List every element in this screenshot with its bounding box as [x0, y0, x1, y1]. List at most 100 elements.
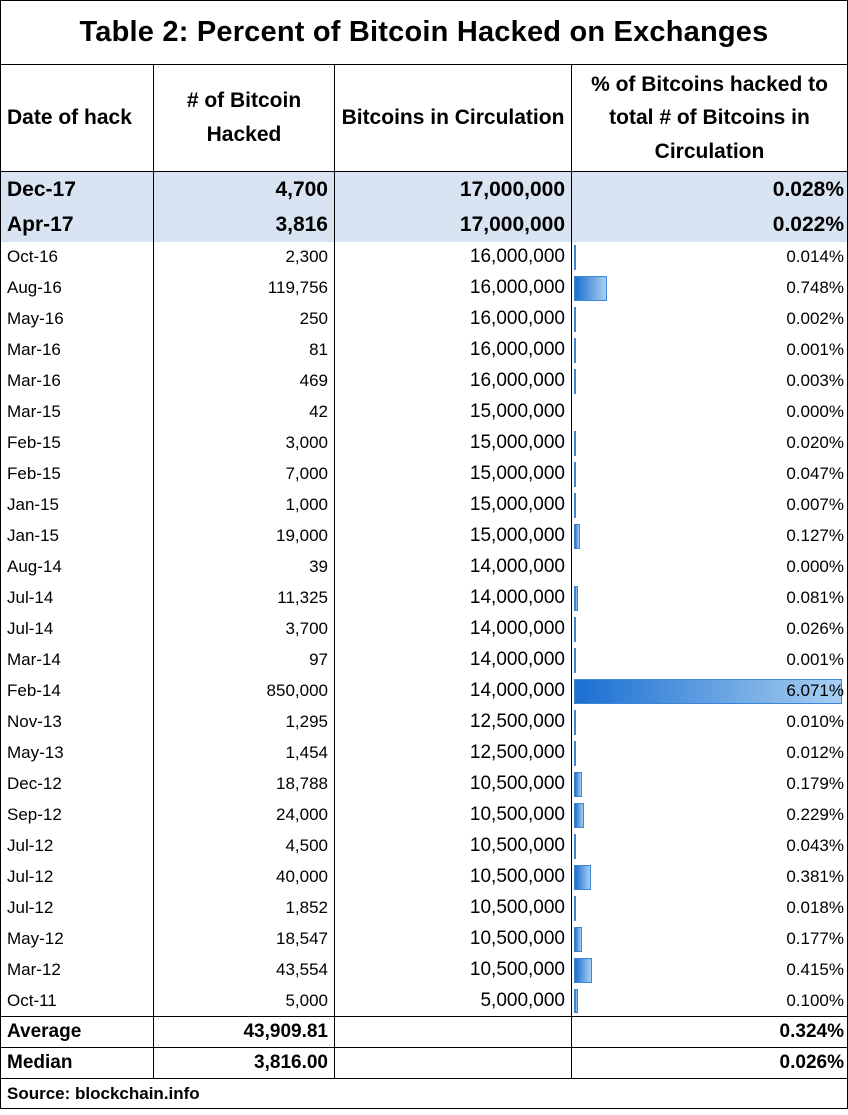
percent-value: 0.026% [786, 619, 844, 638]
cell-hacked: 1,454 [153, 737, 335, 769]
cell-date: Feb-14 [0, 675, 154, 707]
cell-date: May-12 [0, 923, 154, 955]
table-row: Aug-14 39 14,000,000 0.000% [0, 551, 848, 583]
cell-hacked: 11,325 [153, 582, 335, 614]
cell-circulation: 15,000,000 [334, 520, 572, 552]
data-bar [574, 492, 576, 518]
cell-percent: 0.415% [571, 954, 848, 986]
table-title: Table 2: Percent of Bitcoin Hacked on Ex… [0, 0, 848, 65]
percent-value: 0.047% [786, 464, 844, 483]
cell-hacked: 119,756 [153, 272, 335, 304]
cell-hacked: 1,000 [153, 489, 335, 521]
median-row: Median 3,816.00 0.026% [0, 1047, 848, 1079]
percent-value: 0.001% [786, 340, 844, 359]
header-hacked: # of Bitcoin Hacked [153, 64, 335, 172]
data-bar [574, 461, 576, 487]
cell-percent: 0.007% [571, 489, 848, 521]
cell-circulation: 10,500,000 [334, 861, 572, 893]
cell-hacked: 3,816 [153, 207, 335, 242]
data-bar [574, 430, 576, 456]
cell-date: Dec-12 [0, 768, 154, 800]
cell-hacked: 18,788 [153, 768, 335, 800]
cell-circulation: 15,000,000 [334, 396, 572, 428]
cell-percent: 6.071% [571, 675, 848, 707]
cell-circulation: 10,500,000 [334, 923, 572, 955]
table-row: Mar-16 469 16,000,000 0.003% [0, 365, 848, 397]
cell-date: Mar-14 [0, 644, 154, 676]
average-circulation [334, 1016, 572, 1048]
cell-hacked: 40,000 [153, 861, 335, 893]
cell-circulation: 16,000,000 [334, 365, 572, 397]
table-row: Dec-12 18,788 10,500,000 0.179% [0, 768, 848, 800]
cell-hacked: 81 [153, 334, 335, 366]
data-bar [574, 275, 607, 301]
cell-date: Feb-15 [0, 427, 154, 459]
table-row: Oct-16 2,300 16,000,000 0.014% [0, 241, 848, 273]
cell-hacked: 39 [153, 551, 335, 583]
data-bar [574, 926, 582, 952]
cell-circulation: 10,500,000 [334, 954, 572, 986]
cell-circulation: 10,500,000 [334, 768, 572, 800]
cell-percent: 0.022% [571, 207, 848, 242]
cell-percent: 0.000% [571, 396, 848, 428]
table-body: Dec-17 4,700 17,000,000 0.028% Apr-17 3,… [0, 171, 848, 242]
table-row: Mar-12 43,554 10,500,000 0.415% [0, 954, 848, 986]
cell-circulation: 14,000,000 [334, 644, 572, 676]
cell-circulation: 14,000,000 [334, 551, 572, 583]
cell-percent: 0.028% [571, 171, 848, 208]
percent-value: 0.020% [786, 433, 844, 452]
percent-value: 0.179% [786, 774, 844, 793]
cell-hacked: 7,000 [153, 458, 335, 490]
cell-date: Oct-11 [0, 985, 154, 1017]
cell-date: Nov-13 [0, 706, 154, 738]
cell-hacked: 469 [153, 365, 335, 397]
cell-date: Dec-17 [0, 171, 154, 208]
cell-hacked: 5,000 [153, 985, 335, 1017]
source-note: Source: blockchain.info [0, 1078, 848, 1109]
cell-percent: 0.010% [571, 706, 848, 738]
table-row: Feb-15 3,000 15,000,000 0.020% [0, 427, 848, 459]
cell-percent: 0.177% [571, 923, 848, 955]
percent-value: 0.007% [786, 495, 844, 514]
data-bar [574, 585, 578, 611]
cell-percent: 0.748% [571, 272, 848, 304]
cell-date: Mar-16 [0, 365, 154, 397]
table-row: Jul-12 1,852 10,500,000 0.018% [0, 892, 848, 924]
cell-circulation: 16,000,000 [334, 303, 572, 335]
average-hacked: 43,909.81 [153, 1016, 335, 1048]
cell-hacked: 2,300 [153, 241, 335, 273]
cell-circulation: 16,000,000 [334, 334, 572, 366]
highlight-row: Dec-17 4,700 17,000,000 0.028% [0, 171, 848, 208]
average-label: Average [0, 1016, 154, 1048]
average-percent: 0.324% [571, 1016, 848, 1048]
cell-hacked: 97 [153, 644, 335, 676]
data-bar [574, 337, 576, 363]
data-bar [574, 709, 576, 735]
table-row: Jul-12 4,500 10,500,000 0.043% [0, 830, 848, 862]
percent-value: 0.000% [786, 557, 844, 576]
cell-percent: 0.026% [571, 613, 848, 645]
cell-percent: 0.014% [571, 241, 848, 273]
header-percent: % of Bitcoins hacked to total # of Bitco… [571, 64, 848, 172]
percent-value: 0.001% [786, 650, 844, 669]
data-bar [574, 771, 582, 797]
cell-percent: 0.001% [571, 644, 848, 676]
data-bar [574, 988, 578, 1013]
table-row: Mar-14 97 14,000,000 0.001% [0, 644, 848, 676]
data-bar [574, 647, 576, 673]
cell-date: May-13 [0, 737, 154, 769]
cell-circulation: 10,500,000 [334, 799, 572, 831]
cell-circulation: 17,000,000 [334, 171, 572, 208]
table-row: Jul-12 40,000 10,500,000 0.381% [0, 861, 848, 893]
cell-percent: 0.229% [571, 799, 848, 831]
cell-circulation: 12,500,000 [334, 737, 572, 769]
table-row: Jul-14 3,700 14,000,000 0.026% [0, 613, 848, 645]
cell-hacked: 1,295 [153, 706, 335, 738]
percent-value: 0.127% [786, 526, 844, 545]
percent-value: 0.012% [786, 743, 844, 762]
cell-percent: 0.018% [571, 892, 848, 924]
percent-value: 0.381% [786, 867, 844, 886]
percent-value: 0.043% [786, 836, 844, 855]
table-row: Sep-12 24,000 10,500,000 0.229% [0, 799, 848, 831]
table-row: Mar-15 42 15,000,000 0.000% [0, 396, 848, 428]
